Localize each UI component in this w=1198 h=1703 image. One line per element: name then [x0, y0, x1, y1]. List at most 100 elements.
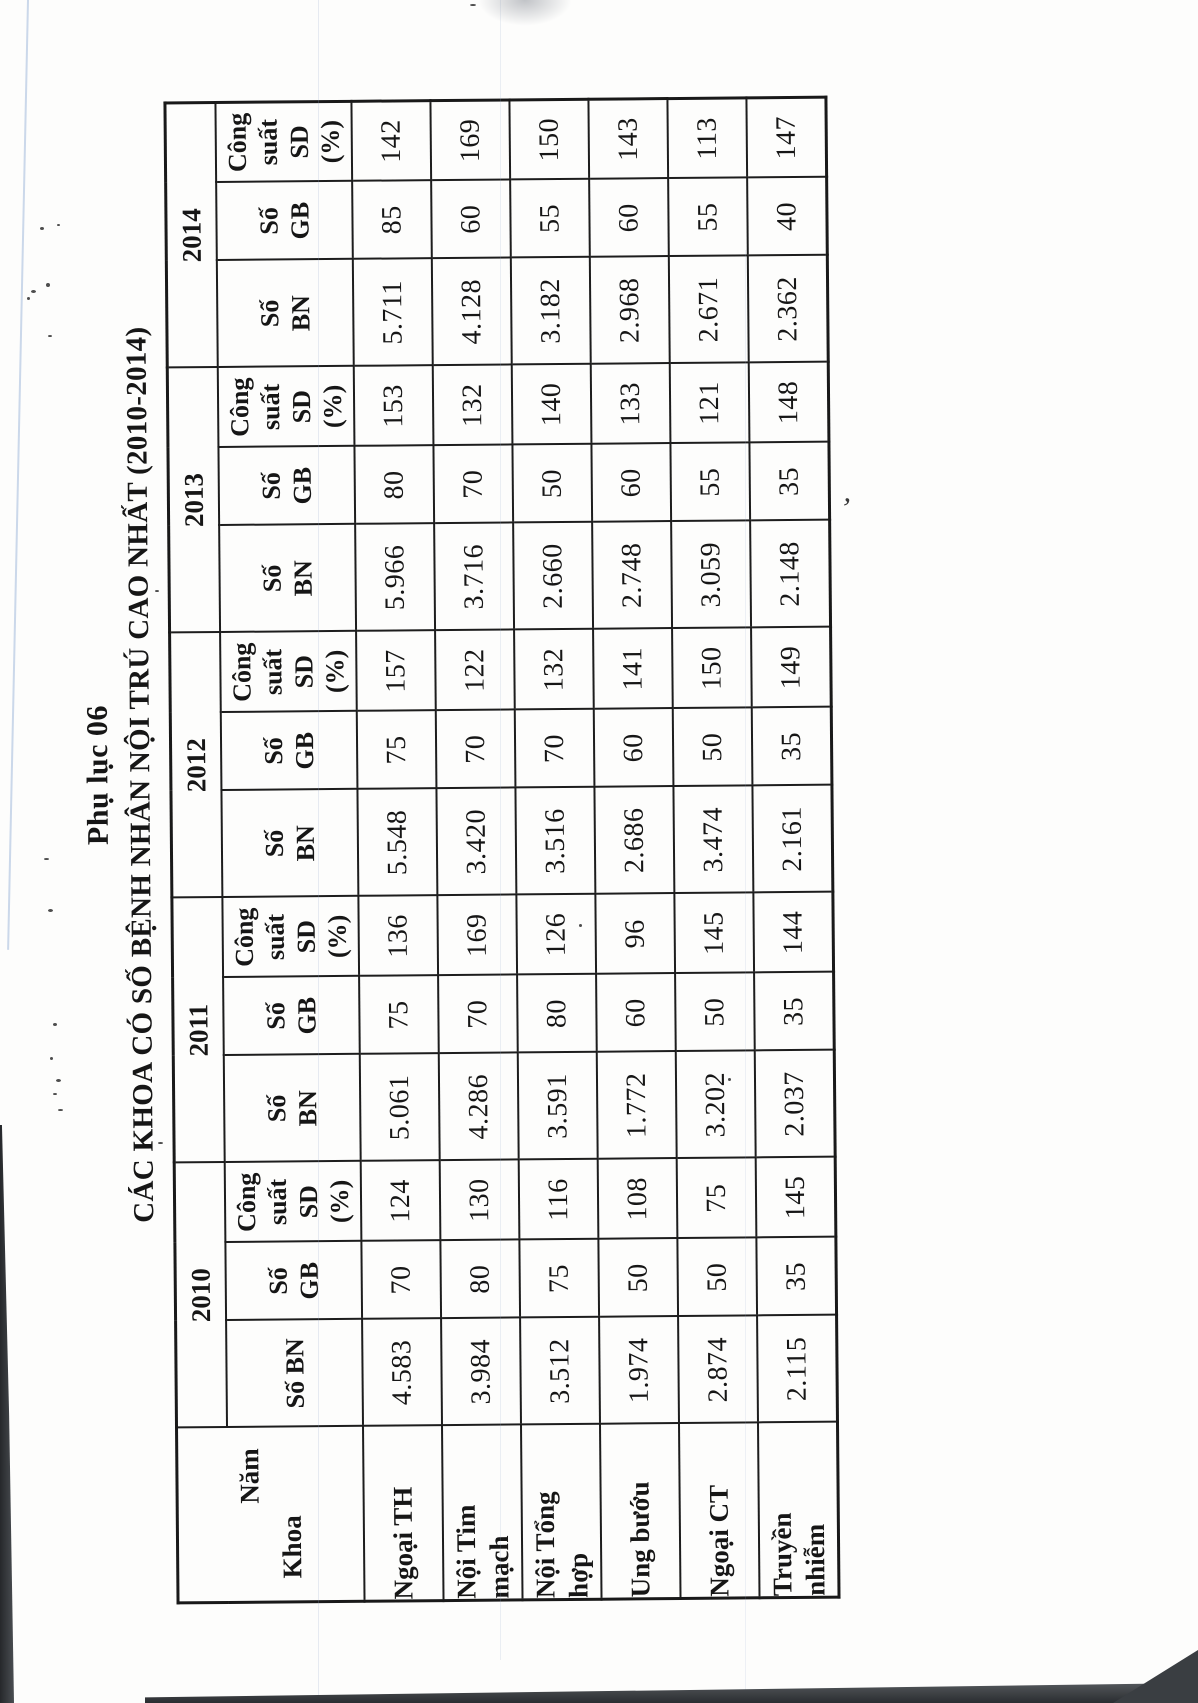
metric-header-cell: Số GB — [225, 1241, 363, 1321]
metric-header-cell: Số GB — [218, 446, 356, 526]
data-cell: 136 — [358, 895, 439, 977]
scan-speck — [40, 227, 44, 230]
metric-header-row: Số BN Số GB Công suất SD (%) Số BN Số GB Công suất SD… — [215, 101, 364, 1602]
data-cell: 2.660 — [513, 522, 594, 630]
data-cell: 2.362 — [747, 255, 829, 363]
scan-speck — [53, 1093, 57, 1095]
corner-header-cell: Năm Khoa — [176, 1426, 365, 1603]
dept-name-cell: Ngoại TH — [363, 1425, 444, 1602]
data-cell: 3.474 — [673, 785, 754, 894]
data-cell: 60 — [431, 179, 511, 259]
data-cell: 75 — [356, 710, 437, 790]
scan-speck — [27, 297, 30, 300]
data-cell: 70 — [433, 444, 514, 524]
data-cell: 50 — [677, 1237, 758, 1317]
data-cell: 148 — [748, 362, 829, 443]
year-header-cell: 2010 — [174, 1162, 228, 1428]
scan-edge-shadow-bottom — [145, 1683, 1198, 1703]
data-cell: 75 — [676, 1157, 757, 1239]
data-cell: 147 — [746, 97, 827, 178]
data-cell: 2.161 — [752, 785, 833, 893]
metric-header-cell: Công suất SD (%) — [217, 366, 355, 448]
data-cell: 35 — [751, 707, 832, 786]
year-header-cell: 2012 — [169, 632, 223, 898]
data-cell: 70 — [438, 974, 518, 1054]
dept-name-cell: Nội Tổng hợp — [521, 1424, 602, 1600]
data-cell: 75 — [519, 1239, 600, 1318]
scan-speck — [470, 4, 476, 6]
corner-khoa-label: Khoa — [276, 1515, 308, 1579]
data-cell: 145 — [755, 1157, 836, 1238]
data-cell: 132 — [514, 629, 594, 710]
paper-crease-line — [7, 0, 29, 950]
data-cell: 4.583 — [362, 1318, 443, 1427]
table-row: Nội Tim mạch 3.984 80 130 4.286 70 169 3.420 70 12… — [430, 99, 523, 1601]
data-cell: 1.772 — [596, 1051, 677, 1160]
scan-edge-shadow-left — [0, 1125, 14, 1703]
metric-header-cell: Số GB — [220, 711, 358, 791]
data-cell: 2.748 — [592, 521, 673, 630]
data-cell: 5.548 — [357, 788, 438, 897]
data-cell: 3.591 — [517, 1052, 598, 1160]
table-row: Ngoại TH 4.583 70 124 5.061 75 136 5.548 75 157 5.… — [351, 100, 444, 1602]
data-cell: 3.059 — [671, 520, 752, 629]
scan-speck — [53, 1023, 57, 1026]
scan-smudge — [478, 0, 572, 26]
data-cell: 2.874 — [678, 1315, 758, 1424]
data-cell: 149 — [751, 627, 832, 708]
data-cell: 2.968 — [589, 256, 670, 365]
data-cell: 150 — [672, 627, 752, 709]
data-cell: 80 — [517, 974, 597, 1053]
data-cell: 60 — [589, 178, 669, 258]
data-cell: 70 — [435, 709, 516, 789]
data-cell: 5.711 — [352, 258, 433, 367]
data-cell: 116 — [518, 1159, 599, 1240]
dept-name-cell: Nội Tim mạch — [442, 1424, 523, 1601]
document-header: Phụ lục 06 CÁC KHOA CÓ SỐ BỆNH NHÂN NỘI … — [67, 24, 176, 1525]
metric-header-cell: Số BN — [223, 1054, 361, 1163]
data-cell: 70 — [361, 1240, 442, 1320]
data-cell: 3.716 — [434, 522, 515, 631]
scan-speck — [48, 335, 52, 337]
data-cell: 157 — [356, 630, 436, 712]
scan-speck — [58, 1109, 63, 1111]
data-cell: 1.974 — [599, 1316, 679, 1425]
data-cell: 2.115 — [757, 1315, 838, 1423]
data-cell: 3.182 — [510, 257, 591, 365]
metric-header-cell: Công suất SD (%) — [220, 631, 357, 713]
data-cell: 2.686 — [594, 786, 675, 895]
data-cell: 50 — [598, 1238, 679, 1318]
corner-nam-label: Năm — [234, 1448, 265, 1504]
metric-header-cell: Công suất SD (%) — [222, 896, 360, 978]
data-cell: 3.202 — [675, 1050, 756, 1159]
data-cell: 35 — [756, 1237, 837, 1316]
data-cell: 133 — [590, 363, 671, 445]
data-cell: 2.037 — [754, 1050, 836, 1158]
data-cell: 5.966 — [355, 523, 436, 632]
table-row: Nội Tổng hợp 3.512 75 116 3.591 80 126 3.516 70 13… — [509, 99, 602, 1600]
data-cell: 143 — [588, 98, 669, 180]
data-cell: 75 — [359, 975, 439, 1055]
data-cell: 50 — [675, 972, 755, 1052]
data-cell: 132 — [432, 364, 513, 446]
dept-name-cell: Truyền nhiễm — [757, 1422, 840, 1598]
data-cell: 5.061 — [359, 1053, 440, 1162]
dept-name-cell: Ngoại CT — [678, 1422, 760, 1599]
year-header-cell: 2011 — [171, 897, 225, 1163]
data-cell: 70 — [514, 709, 595, 788]
data-cell: 55 — [510, 179, 590, 258]
data-cell: 35 — [754, 972, 835, 1051]
scan-speck — [44, 858, 49, 860]
metric-header-cell: Số BN — [226, 1319, 364, 1428]
data-table: Năm Khoa 2010 2011 2012 2013 2014 Số BN Số GB Công… — [163, 95, 841, 1605]
data-cell: 140 — [511, 364, 592, 445]
data-cell: 150 — [509, 99, 590, 180]
data-cell: 96 — [595, 893, 676, 975]
data-cell: 40 — [747, 177, 828, 256]
data-cell: 35 — [749, 442, 830, 521]
data-cell: 126 — [516, 894, 597, 975]
metric-header-cell: Công suất SD (%) — [215, 101, 353, 183]
data-cell: 80 — [354, 445, 435, 525]
data-cell: 141 — [593, 628, 673, 710]
data-cell: 50 — [512, 444, 593, 523]
